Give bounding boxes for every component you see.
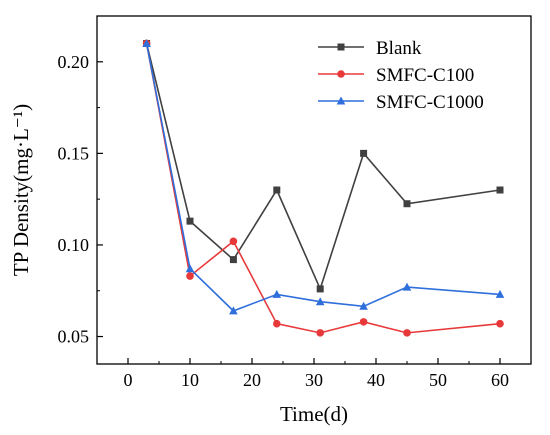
series-line-1 (145, 43, 501, 334)
x-tick-label: 40 (367, 370, 385, 390)
legend-label: SMFC-C1000 (376, 92, 484, 113)
data-point (496, 186, 504, 194)
data-point (495, 289, 505, 298)
y-tick-label: 0.10 (58, 235, 90, 255)
x-axis-title: Time(d) (280, 402, 348, 426)
series-line-0 (145, 43, 501, 292)
data-point (403, 329, 411, 337)
data-point (186, 272, 194, 280)
data-point (229, 237, 238, 246)
legend-label: SMFC-C100 (376, 65, 474, 86)
y-tick-label: 0.20 (58, 52, 90, 72)
legend-marker (337, 70, 345, 78)
data-point (273, 319, 281, 328)
data-point (229, 256, 237, 264)
data-point (142, 38, 151, 47)
x-tick-label: 50 (429, 370, 447, 390)
data-point (403, 200, 411, 208)
data-point (359, 318, 368, 326)
legend-marker (336, 96, 346, 105)
y-tick-label: 0.15 (58, 143, 90, 163)
x-tick-label: 0 (124, 370, 133, 390)
data-point (272, 289, 282, 298)
legend-label: Blank (376, 38, 422, 59)
x-tick-label: 30 (305, 370, 323, 390)
data-point (359, 301, 368, 310)
data-point (229, 306, 238, 315)
x-tick-label: 10 (181, 370, 199, 390)
data-point (315, 297, 325, 306)
data-point (316, 329, 325, 337)
data-point (273, 186, 281, 194)
data-point (316, 285, 324, 293)
y-axis-title: TP Density(mg·L⁻¹) (9, 104, 33, 276)
data-point (186, 217, 194, 225)
x-tick-label: 20 (243, 370, 261, 390)
data-point (360, 149, 368, 157)
data-point (185, 264, 195, 273)
data-point (496, 319, 504, 328)
series-line-2 (145, 43, 501, 312)
x-tick-label: 60 (491, 370, 509, 390)
y-tick-label: 0.05 (58, 327, 90, 347)
data-point (402, 282, 412, 291)
legend-marker (337, 43, 345, 51)
